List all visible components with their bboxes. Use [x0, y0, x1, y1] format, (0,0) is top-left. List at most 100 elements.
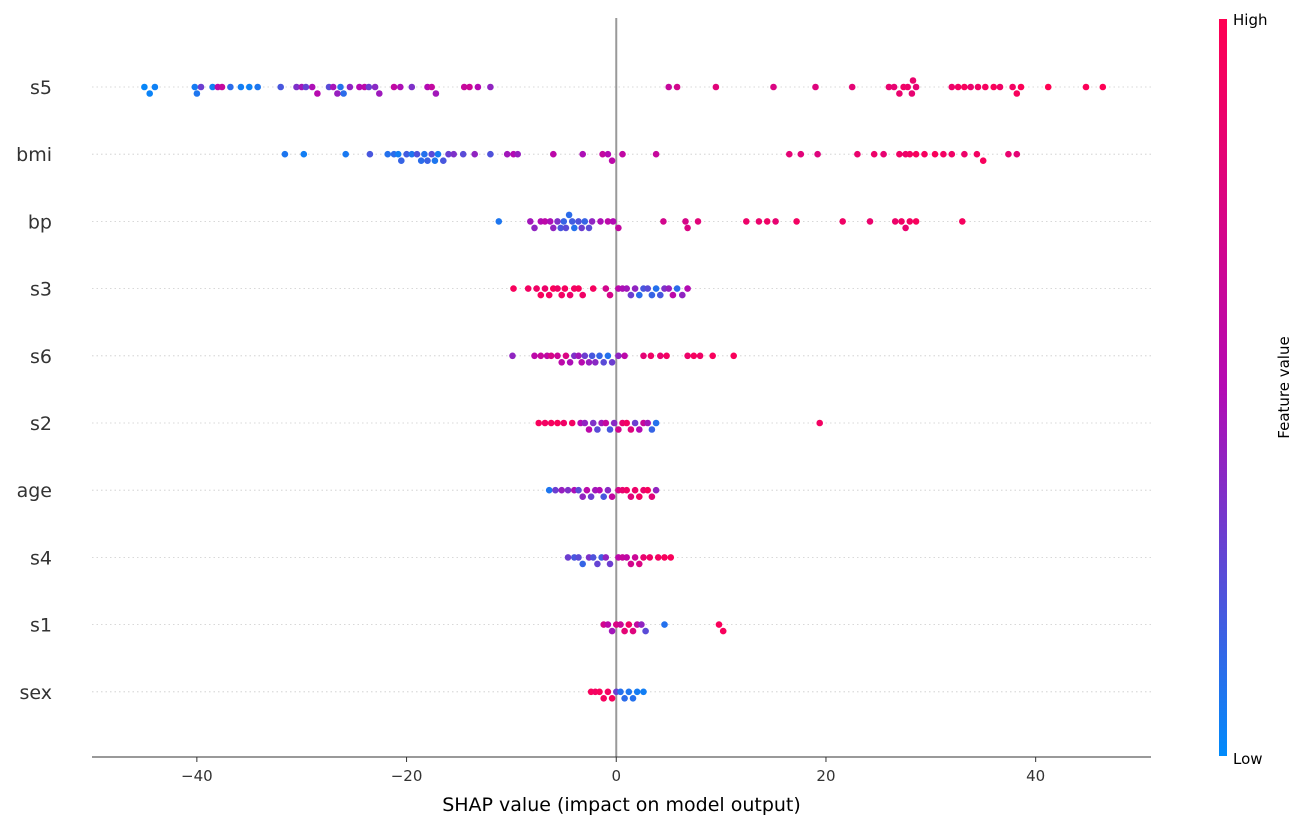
shap-point-s5 — [428, 83, 436, 91]
shap-point-age — [579, 493, 586, 501]
shap-point-bp — [682, 218, 689, 225]
shap-point-s5 — [334, 90, 341, 97]
shap-point-s2 — [615, 426, 622, 433]
shap-point-s6 — [575, 352, 582, 360]
shap-point-age — [644, 486, 651, 494]
shap-point-bmi — [424, 157, 431, 164]
shap-point-s6 — [537, 352, 545, 360]
shap-point-s5 — [904, 83, 911, 91]
shap-point-s5 — [356, 83, 363, 91]
shap-point-sex — [608, 695, 616, 702]
shap-point-s5 — [277, 83, 285, 91]
shap-point-s3 — [602, 285, 610, 292]
shap-point-bp — [554, 218, 561, 225]
shap-point-bp — [565, 211, 573, 219]
shap-point-age — [587, 493, 595, 501]
shap-point-s3 — [558, 291, 565, 299]
shap-point-s5 — [340, 90, 347, 97]
shap-point-bp — [898, 218, 905, 225]
shap-point-s5 — [961, 83, 968, 91]
feature-label-age: age — [17, 480, 52, 502]
feature-label-s4: s4 — [30, 547, 52, 569]
shap-point-s6 — [647, 352, 655, 360]
shap-point-s2 — [589, 419, 597, 427]
shap-point-age — [652, 486, 660, 494]
shap-point-s5 — [432, 90, 440, 97]
shap-point-bmi — [896, 150, 903, 158]
shap-point-s1 — [617, 621, 624, 628]
shap-point-bmi — [961, 150, 968, 158]
shap-point-s4 — [623, 554, 630, 561]
shap-point-s3 — [644, 285, 651, 292]
shap-point-s6 — [509, 352, 516, 360]
shap-point-s6 — [696, 352, 704, 360]
colorbar-low-label: Low — [1233, 750, 1263, 768]
shap-point-bp — [557, 224, 564, 232]
feature-labels: s5 bmi bp s3 s6 s2 age s4 s1 sex — [16, 77, 52, 704]
shap-point-s1 — [604, 621, 612, 628]
shap-point-age — [575, 486, 582, 494]
shap-point-s4 — [636, 560, 643, 568]
shap-point-age — [552, 486, 559, 494]
shap-point-s2 — [610, 419, 618, 427]
shap-point-sex — [629, 695, 637, 702]
shap-point-s2 — [636, 426, 643, 433]
shap-point-s5 — [885, 83, 893, 91]
shap-point-s3 — [554, 285, 561, 292]
shap-point-s5 — [948, 83, 956, 91]
shap-point-s1 — [661, 621, 668, 628]
shap-point-bmi — [413, 150, 421, 158]
shap-point-s3 — [575, 285, 582, 292]
shap-point-s3 — [652, 285, 660, 292]
shap-point-s5 — [990, 83, 997, 91]
shap-point-s4 — [602, 554, 610, 561]
shap-point-bp — [531, 224, 538, 232]
shap-point-s5 — [487, 83, 494, 91]
shap-point-s5 — [397, 83, 404, 91]
shap-point-bmi — [471, 150, 479, 158]
shap-point-s5 — [665, 83, 672, 91]
shap-point-bp — [588, 218, 596, 225]
shap-point-bmi — [450, 150, 458, 158]
shap-point-bmi — [342, 150, 350, 158]
shap-point-bmi — [940, 150, 947, 158]
shap-point-bmi — [579, 150, 586, 158]
shap-point-bp — [906, 218, 914, 225]
shap-point-s1 — [629, 627, 637, 635]
shap-point-s3 — [606, 291, 614, 299]
shap-point-bmi — [912, 150, 920, 158]
shap-point-s5 — [191, 83, 199, 91]
shap-point-age — [623, 486, 630, 494]
shap-point-s5 — [896, 90, 903, 97]
feature-label-s3: s3 — [30, 279, 52, 301]
shap-point-bmi — [428, 150, 436, 158]
shap-point-bmi — [417, 157, 425, 164]
shap-point-bmi — [797, 150, 805, 158]
shap-point-s5 — [954, 83, 962, 91]
colorbar: High Low Feature value — [1219, 11, 1293, 768]
shap-point-s6 — [684, 352, 691, 360]
shap-point-s3 — [665, 285, 672, 292]
shap-point-sex — [596, 688, 603, 696]
shap-point-s3 — [631, 285, 639, 292]
shap-point-s5 — [890, 83, 898, 91]
shap-point-sex — [633, 688, 641, 696]
shap-point-sex — [640, 688, 647, 696]
shap-point-sex — [604, 688, 612, 696]
shap-point-s4 — [606, 560, 614, 568]
shap-point-s6 — [566, 359, 574, 366]
shap-point-bmi — [599, 150, 606, 158]
shap-point-s2 — [816, 419, 823, 427]
shap-point-s5 — [912, 83, 920, 91]
shap-point-s5 — [329, 83, 337, 91]
shap-point-bp — [743, 218, 750, 225]
shap-point-bmi — [281, 150, 289, 158]
shap-point-s6 — [588, 352, 596, 360]
shap-point-s5 — [146, 90, 153, 97]
shap-point-s5 — [1082, 83, 1090, 91]
shap-point-s5 — [1009, 83, 1016, 91]
shap-point-s5 — [193, 90, 201, 97]
shap-point-s5 — [151, 83, 159, 91]
shap-point-sex — [621, 695, 628, 702]
